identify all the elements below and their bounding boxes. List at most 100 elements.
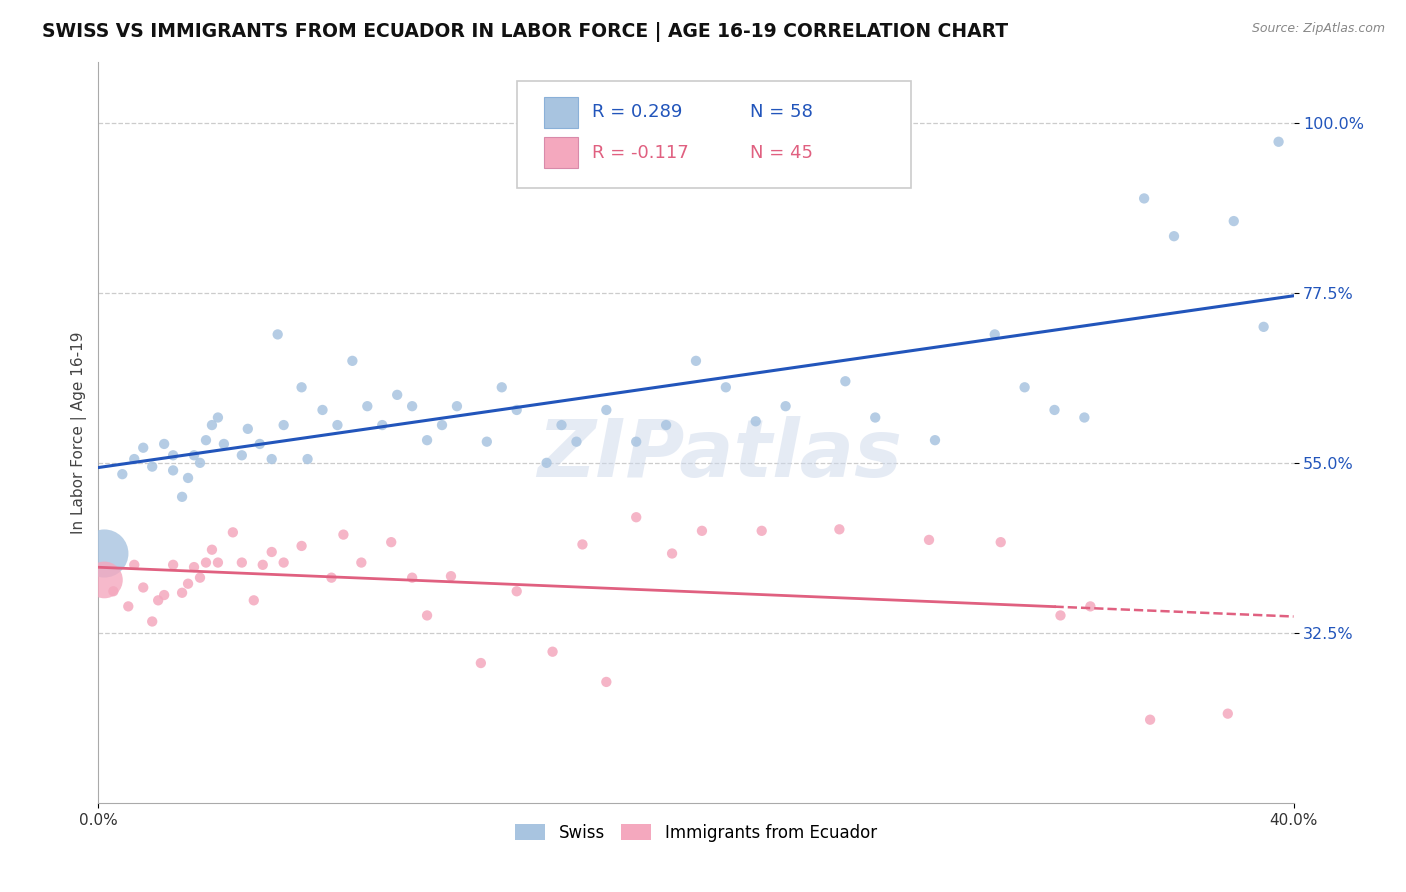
Point [252,558,274,572]
Point [297,452,319,467]
Point [124,452,146,467]
Legend: Swiss, Immigrants from Ecuador: Swiss, Immigrants from Ecuador [506,815,886,850]
Point [1049,608,1071,623]
Point [506,584,529,599]
Point [595,403,617,417]
Point [207,410,229,425]
Point [177,471,200,485]
Text: R = 0.289: R = 0.289 [592,103,682,121]
Text: ZIPatlas: ZIPatlas [537,416,903,494]
Point [188,571,211,585]
Point [356,399,378,413]
Point [834,374,856,388]
Point [93,573,115,587]
Point [1014,380,1036,394]
Point [661,547,683,561]
Point [117,599,139,614]
Point [153,588,176,602]
Point [984,327,1007,342]
Point [1133,191,1156,205]
Point [385,388,409,402]
Point [446,399,468,413]
Point [321,571,343,585]
Point [207,556,229,570]
Point [430,418,453,433]
Point [342,354,364,368]
Point [148,593,170,607]
Point [416,433,439,447]
Point [222,525,245,540]
Point [550,418,572,433]
Point [195,556,218,570]
Point [291,380,314,394]
Point [1216,706,1239,721]
Point [260,452,283,467]
Point [132,441,155,455]
Point [162,448,184,462]
Point [626,510,648,524]
Point [326,418,349,433]
Point [401,399,423,413]
Point [565,434,588,449]
Point [153,437,176,451]
Point [111,467,134,482]
Text: Source: ZipAtlas.com: Source: ZipAtlas.com [1251,22,1385,36]
Point [655,418,678,433]
Point [236,422,259,436]
Point [162,558,184,572]
Point [865,410,887,425]
Point [1073,410,1095,425]
Point [231,448,253,462]
Point [990,535,1012,549]
Point [470,656,492,670]
Point [745,414,768,428]
Point [1223,214,1246,228]
Point [183,560,205,574]
Point [141,459,163,474]
Point [751,524,773,538]
Point [273,556,295,570]
Point [291,539,314,553]
Point [132,581,155,595]
Point [249,437,271,451]
Point [401,571,423,585]
Point [177,576,200,591]
Point [626,434,648,449]
Point [690,524,713,538]
Point [273,418,295,433]
Point [243,593,266,607]
Point [201,542,224,557]
FancyBboxPatch shape [517,81,911,188]
Point [141,615,163,629]
Point [195,433,218,447]
Point [506,403,529,417]
Point [212,437,235,451]
Point [491,380,513,394]
Point [201,418,224,433]
Point [311,403,333,417]
Point [371,418,394,433]
Point [1080,599,1102,614]
Point [188,456,211,470]
Point [828,522,851,536]
Point [103,584,125,599]
Point [1163,229,1185,244]
Point [685,354,707,368]
Point [571,537,593,551]
Point [267,327,290,342]
Point [172,586,194,600]
Bar [544,97,578,128]
Text: R = -0.117: R = -0.117 [592,144,689,161]
Point [162,463,184,477]
Text: N = 58: N = 58 [749,103,813,121]
Point [536,456,558,470]
Point [541,645,564,659]
Point [416,608,439,623]
Point [380,535,402,549]
Point [714,380,737,394]
Point [924,433,946,447]
Point [475,434,498,449]
Text: N = 45: N = 45 [749,144,813,161]
Point [1139,713,1161,727]
Point [93,547,115,561]
